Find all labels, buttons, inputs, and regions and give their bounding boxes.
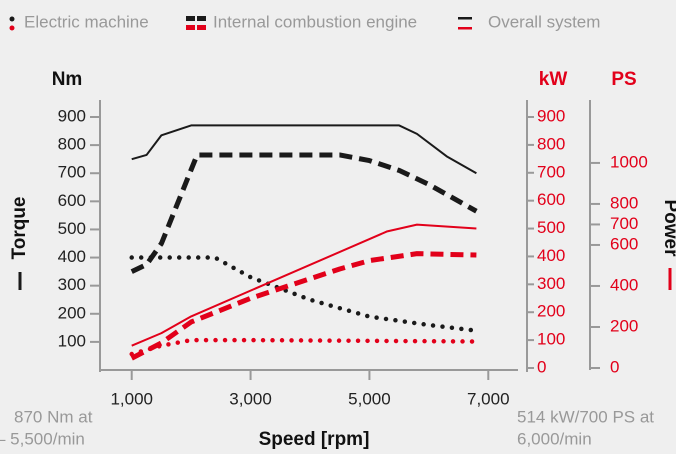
y3-tick-label: 700 — [610, 214, 638, 233]
y2-tick-label: 300 — [537, 274, 565, 293]
y2-unit: kW — [539, 69, 568, 90]
y2-tick-label: 800 — [537, 134, 565, 153]
y2-tick-label: 600 — [537, 190, 565, 209]
y-unit: Nm — [52, 69, 83, 90]
annotation: 870 Nm at — [14, 407, 93, 426]
y2-tick-label: 500 — [537, 218, 565, 237]
y3-tick-label: 600 — [610, 234, 638, 253]
legend-icon — [9, 25, 15, 31]
y2-axis-label: Power — [660, 199, 676, 257]
y-tick-label: 100 — [58, 331, 86, 350]
y3-unit: PS — [611, 69, 636, 90]
y-tick-label: 600 — [58, 191, 86, 210]
legend-label: Electric machine — [24, 12, 149, 31]
torque-line — [130, 152, 478, 274]
x-tick-label: 1,000 — [110, 389, 153, 408]
y2-tick-label: 400 — [537, 246, 565, 265]
annotation: – 5,500/min — [0, 429, 85, 448]
y2-tick-label: 700 — [537, 162, 565, 181]
legend-label: Internal combustion engine — [213, 12, 417, 31]
legend-icon — [458, 17, 472, 20]
torque-line — [131, 124, 477, 175]
y2-tick-label: 100 — [537, 330, 565, 349]
y3-tick-label: 1000 — [610, 152, 648, 171]
y-tick-label: 300 — [58, 275, 86, 294]
power-line — [130, 251, 477, 361]
legend-label: Overall system — [488, 12, 600, 31]
legend-icon — [186, 16, 195, 21]
x-tick-label: 5,000 — [348, 389, 391, 408]
y-tick-label: 400 — [58, 247, 86, 266]
y-axis-label: Torque — [9, 197, 30, 260]
y-tick-label: 800 — [58, 135, 86, 154]
y3-tick-label: 800 — [610, 193, 638, 212]
x-tick-label: 7,000 — [467, 389, 510, 408]
y2-tick-label: 0 — [537, 357, 546, 376]
torque-line — [129, 255, 479, 333]
y-tick-label: 200 — [58, 303, 86, 322]
y2-tick-label: 200 — [537, 302, 565, 321]
x-tick-label: 3,000 — [229, 389, 272, 408]
y3-tick-label: 200 — [610, 316, 638, 335]
y3-tick-label: 0 — [610, 357, 619, 376]
legend-icon — [458, 27, 472, 30]
y2-tick-label: 900 — [537, 106, 565, 125]
legend-icon — [197, 25, 206, 30]
annotation: 514 kW/700 PS at — [517, 407, 654, 426]
annotation: 6,000/min — [517, 429, 592, 448]
x-axis-label: Speed [rpm] — [259, 429, 370, 450]
y3-tick-label: 400 — [610, 275, 638, 294]
y-tick-label: 500 — [58, 219, 86, 238]
y-tick-label: 900 — [58, 106, 86, 125]
legend-icon — [197, 16, 206, 21]
legend-icon — [186, 25, 195, 30]
legend-icon — [9, 16, 15, 22]
power-line — [131, 223, 477, 347]
y-tick-label: 700 — [58, 163, 86, 182]
